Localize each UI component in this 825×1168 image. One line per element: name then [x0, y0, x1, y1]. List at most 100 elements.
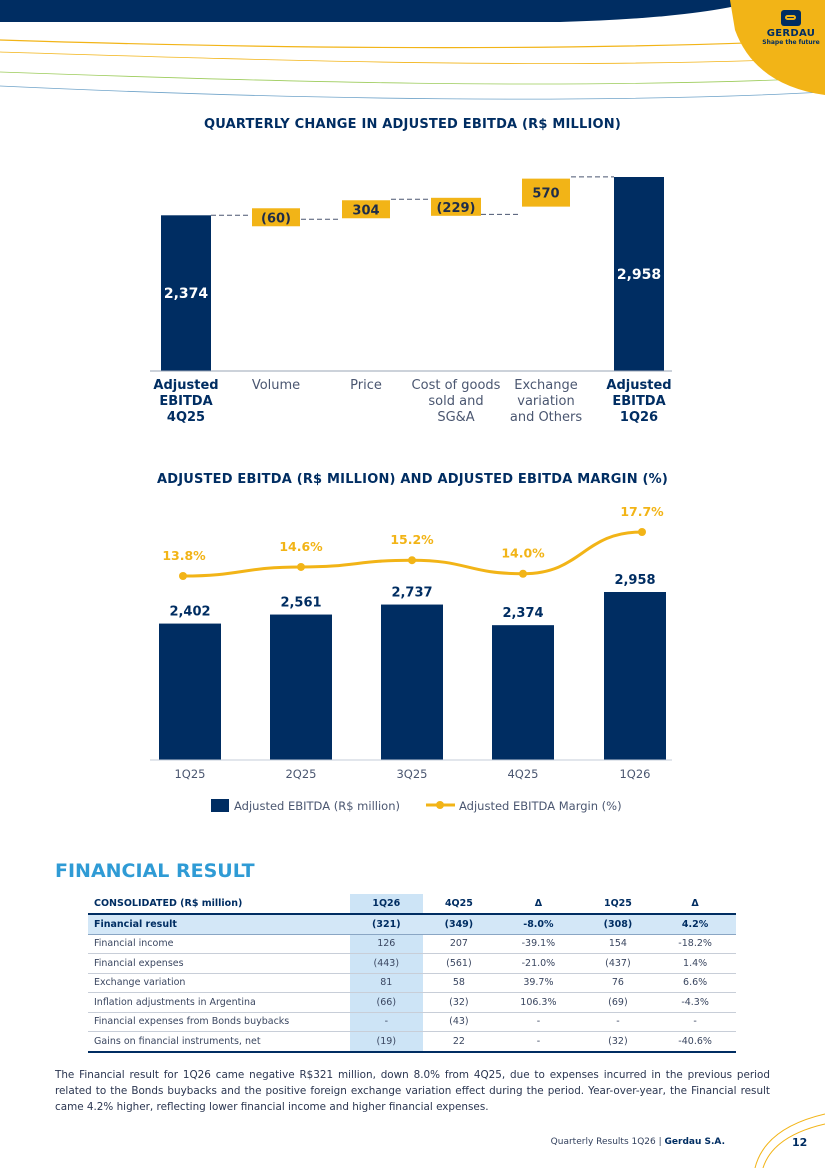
table-cell: 126 — [350, 934, 423, 954]
ebitda-bar — [159, 623, 221, 760]
header-decoration — [0, 0, 825, 100]
waterfall-value-label: (60) — [261, 211, 291, 226]
table-cell: 58 — [422, 973, 496, 993]
gold-swoosh-line — [0, 51, 825, 64]
ebitda-bar-label: 2,561 — [280, 596, 321, 611]
margin-point-label: 13.8% — [162, 548, 206, 563]
ebitda-bar-label: 2,402 — [169, 605, 210, 620]
ebitda-category-label: 3Q25 — [396, 767, 427, 781]
table-cell: (32) — [422, 992, 496, 1013]
gerdau-logo: GERDAU Shape the future — [760, 10, 822, 46]
table-row: Inflation adjustments in Argentina (66) (3… — [88, 992, 736, 1013]
waterfall-category-label: and Others — [510, 410, 583, 425]
ebitda-bar-label: 2,374 — [502, 606, 543, 621]
waterfall-category-label: EBITDA — [159, 394, 212, 409]
table-cell: (308) — [581, 914, 655, 935]
legend-line-label: Adjusted EBITDA Margin (%) — [459, 799, 622, 813]
gerdau-logo-icon — [781, 10, 801, 26]
table-cell: 106.3% — [495, 992, 582, 1013]
waterfall-value-label: 2,958 — [617, 267, 661, 283]
waterfall-value-label: 2,374 — [164, 286, 209, 302]
table-cell: (69) — [581, 992, 655, 1013]
waterfall-delta-bar — [252, 208, 300, 227]
table-cell: Financial expenses from Bonds buybacks — [88, 1012, 350, 1032]
financial-result-table: CONSOLIDATED (R$ million) 1Q26 4Q25 Δ 1Q… — [88, 894, 736, 1053]
table-cell: Financial expenses — [88, 953, 350, 974]
waterfall-total-bar — [614, 177, 664, 371]
logo-background-shape — [730, 0, 825, 95]
table-header: 1Q25 — [581, 894, 655, 915]
table-cell: Inflation adjustments in Argentina — [88, 992, 350, 1013]
table-cell: (561) — [422, 953, 496, 974]
table-cell: - — [350, 1012, 423, 1032]
footer-separator: | — [658, 1137, 662, 1147]
table-header: Δ — [654, 894, 736, 915]
table-cell: (43) — [422, 1012, 496, 1032]
waterfall-chart-title: QUARTERLY CHANGE IN ADJUSTED EBITDA (R$ … — [203, 117, 622, 132]
logo-wordmark: GERDAU — [766, 28, 816, 39]
waterfall-category-label: Price — [350, 378, 382, 393]
waterfall-value-label: 570 — [532, 187, 559, 202]
table-cell: -40.6% — [654, 1031, 736, 1053]
waterfall-category-label: variation — [517, 394, 574, 409]
waterfall-value-label: 304 — [352, 203, 379, 218]
table-cell: Financial result — [88, 914, 350, 935]
waterfall-category-label: Exchange — [514, 378, 578, 393]
table-cell: (66) — [350, 992, 423, 1013]
margin-point-label: 17.7% — [620, 504, 664, 519]
gold-swoosh-line — [0, 39, 825, 49]
table-cell: - — [654, 1012, 736, 1032]
table-cell: (443) — [350, 953, 423, 974]
table-cell: 81 — [350, 973, 423, 993]
legend-bar-swatch — [211, 799, 229, 812]
waterfall-category-label: Volume — [252, 378, 300, 393]
waterfall-delta-bar — [342, 200, 390, 219]
waterfall-category-label: sold and — [428, 394, 483, 409]
navy-header-band — [0, 0, 760, 22]
table-header: Δ — [495, 894, 582, 915]
table-row: Gains on financial instruments, net (19) 2… — [88, 1031, 736, 1053]
table-cell: 4.2% — [654, 914, 736, 935]
margin-point — [179, 572, 187, 580]
financial-result-paragraph: The Financial result for 1Q26 came negat… — [55, 1069, 770, 1113]
logo-tagline: Shape the future — [762, 39, 820, 46]
ebitda-category-label: 2Q25 — [285, 767, 316, 781]
table-header: 4Q25 — [422, 894, 496, 915]
table-cell: -39.1% — [495, 934, 582, 954]
table-cell: 207 — [422, 934, 496, 954]
table-header: 1Q26 — [350, 894, 423, 915]
table-cell: -8.0% — [495, 914, 582, 935]
margin-point-label: 14.0% — [501, 546, 545, 561]
table-cell: 6.6% — [654, 973, 736, 993]
table-row: Financial expenses from Bonds buybacks -(… — [88, 1012, 736, 1032]
table-cell: Gains on financial instruments, net — [88, 1031, 350, 1053]
margin-point — [638, 528, 646, 536]
waterfall-category-label: 4Q25 — [167, 410, 205, 425]
waterfall-category-label: EBITDA — [612, 394, 665, 409]
table-header: CONSOLIDATED (R$ million) — [88, 894, 350, 915]
footer-report-label: Quarterly Results 1Q26 | Gerdau S.A. — [551, 1137, 725, 1147]
legend-bar-label: Adjusted EBITDA (R$ million) — [234, 799, 400, 813]
ebitda-bar-label: 2,958 — [614, 573, 655, 588]
legend-line-marker — [436, 801, 444, 809]
waterfall-value-label: (229) — [436, 201, 475, 216]
table-cell: Exchange variation — [88, 973, 350, 993]
green-swoosh-line — [0, 71, 825, 85]
margin-point — [519, 569, 527, 578]
page-number: 12 — [792, 1136, 808, 1149]
blue-swoosh-line — [0, 85, 825, 100]
ebitda-bar — [270, 614, 332, 760]
table-cell: (19) — [350, 1031, 423, 1053]
table-cell: (321) — [350, 914, 423, 935]
ebitda-category-label: 1Q26 — [619, 767, 650, 781]
table-cell: (437) — [581, 953, 655, 974]
ebitda-bar — [381, 604, 443, 760]
footer-company: Gerdau S.A. — [664, 1137, 725, 1147]
table-cell: 39.7% — [495, 973, 582, 993]
footer-report: Quarterly Results 1Q26 — [550, 1137, 656, 1147]
waterfall-category-label: Adjusted — [606, 378, 671, 393]
ebitda-bar — [492, 625, 554, 760]
table-cell: 22 — [422, 1031, 496, 1053]
